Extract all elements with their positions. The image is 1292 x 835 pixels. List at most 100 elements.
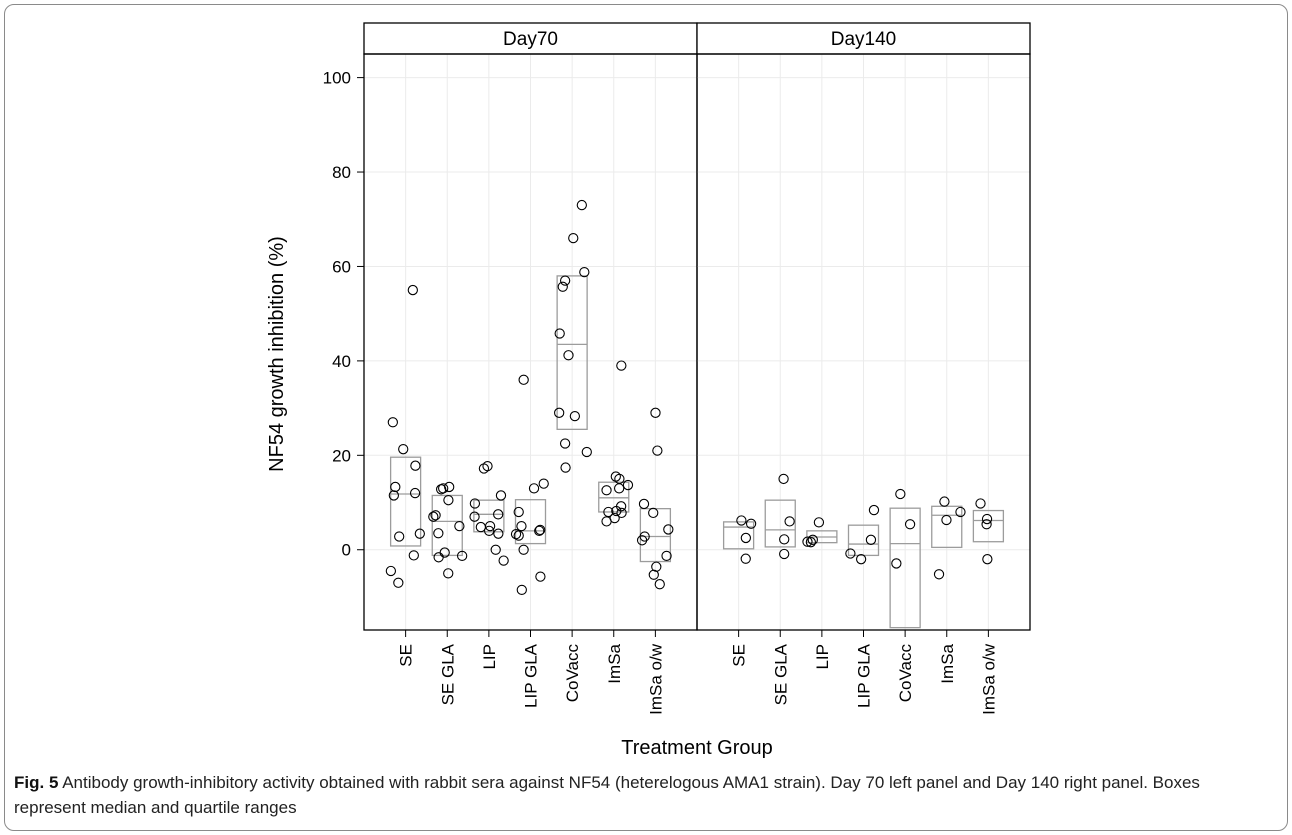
panel-day140: SE SE GLA LIP LIP GLA CoVacc ImSa ImSa o/w Day1… [696,22,1031,715]
data-point [475,521,486,533]
data-point [651,561,662,572]
data-point [616,507,627,519]
data-point [855,554,867,565]
data-point [443,568,454,579]
data-point [654,579,665,590]
x-axis-title: Treatment Group [621,737,773,759]
data-point [648,507,659,519]
x-tick-label: ImSa o/w [646,643,665,715]
quartile-box [598,481,630,513]
data-point [652,445,663,456]
data-point [554,407,565,418]
data-point [510,529,522,540]
data-point [868,504,880,516]
data-point [493,528,504,539]
panel-border [696,53,1031,631]
panel-day70: SE SE GLA LIP LIP GLA CoVacc ImSa ImSa o/w Day7… [363,22,698,715]
quartile-box [389,456,422,547]
data-point [394,531,405,542]
panel-strip-label: Day70 [503,29,558,50]
data-point [610,471,621,482]
data-point [516,584,527,596]
data-point [557,281,568,292]
data-point [444,481,455,493]
data-point [616,360,627,371]
data-point [535,524,546,536]
data-point [576,199,587,211]
data-point [393,577,404,588]
y-tick-label: 0 [342,541,351,560]
data-point [807,534,818,545]
data-point [663,524,674,535]
data-point [456,550,468,562]
data-point [941,514,952,526]
x-tick-label: SE GLA [438,643,457,705]
quartile-box [556,275,588,430]
panel-strip [696,22,1031,55]
data-point [581,446,592,458]
y-tick-label: 20 [332,446,351,465]
data-point [414,528,425,539]
data-point [538,478,549,489]
data-point [559,438,571,449]
data-point [933,569,945,580]
data-point [482,461,493,472]
data-point [891,558,902,569]
y-axis-title: NF54 growth inhibition (%) [266,236,288,472]
quartile-box [972,509,1005,543]
data-point [603,506,614,518]
data-point [433,528,444,539]
data-point [516,520,527,532]
x-tick-label: LIP GLA [855,643,874,708]
data-point [518,544,529,555]
data-point [528,483,540,494]
data-point [779,548,790,560]
panel-strip-label: Day140 [831,29,897,50]
data-point [430,510,441,521]
data-point [981,513,993,525]
data-point [513,506,524,518]
quartile-box [473,499,505,533]
data-point [601,485,612,496]
data-point [745,518,757,529]
data-point [740,553,751,564]
x-tick-label: SE [397,644,416,667]
data-point [975,498,986,509]
chart: 0 20 40 60 80 100 SE SE GLA LIP LIP GLA CoVacc ImSa… [266,22,1031,759]
x-tick-label: SE [730,644,749,667]
data-point [614,483,625,494]
data-point [469,511,480,522]
quartile-box [514,499,547,545]
quartile-box [931,505,963,549]
data-point [410,460,421,471]
data-point [454,520,465,532]
quartile-box [889,507,921,629]
data-point [895,488,906,500]
data-point [638,498,650,510]
data-point [601,516,612,527]
data-point [611,505,622,517]
data-point [784,516,795,527]
x-tick-label: ImSa [938,643,957,683]
data-point [518,374,529,385]
x-tick-label: LIP [480,644,499,670]
figure-caption: Fig. 5 Antibody growth-inhibitory activi… [14,770,1276,820]
data-point [779,534,790,545]
x-tick-label: LIP [813,644,832,670]
data-point [939,496,950,507]
x-tick-label: SE GLA [771,643,790,705]
figure-frame [4,4,1288,831]
data-point [661,550,672,562]
data-point [534,525,545,537]
data-point [778,473,789,485]
data-point [569,410,581,422]
data-point [736,515,747,526]
data-point [433,552,444,563]
panel-strip [363,22,698,55]
quartile-box [722,521,755,550]
figure-caption-text: Antibody growth-inhibitory activity obta… [14,773,1200,817]
data-point [388,490,400,501]
data-point [428,511,439,522]
data-point [535,571,546,582]
chart-panels: 0 20 40 60 80 100 SE SE GLA LIP LIP GLA CoVacc ImSa… [323,22,1031,715]
